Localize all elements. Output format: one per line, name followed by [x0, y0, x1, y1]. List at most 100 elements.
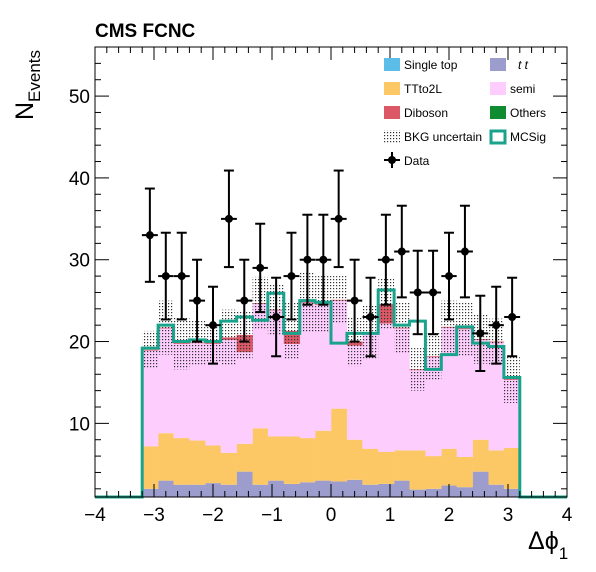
data-point-3 — [193, 296, 202, 305]
x-axis-title: Δϕ1 — [528, 527, 568, 563]
legend-swatch-semi — [490, 82, 506, 95]
bar-ttto2l-bin-21 — [472, 439, 489, 472]
bar-semi-bin-9 — [283, 344, 301, 437]
bar-t-t-bin-7 — [252, 484, 269, 497]
bar-ttto2l-bin-17 — [409, 450, 426, 490]
legend-label-single-top: Single top — [404, 58, 458, 72]
bar-ttto2l-bin-9 — [283, 436, 301, 484]
data-point-12 — [334, 214, 343, 223]
bar-semi-bin-21 — [472, 339, 489, 440]
data-point-15 — [381, 255, 390, 264]
bar-ttto2l-bin-13 — [346, 439, 363, 480]
bar-t-t-bin-3 — [189, 484, 206, 497]
bar-ttto2l-bin-20 — [456, 456, 473, 488]
data-point-7 — [256, 263, 265, 272]
y-tick-label-0: 10 — [69, 414, 90, 435]
legend-swatch-bkg-uncertain — [384, 130, 400, 143]
data-point-4 — [209, 321, 217, 330]
bar-t-t-bin-2 — [173, 484, 190, 497]
bkg-uncertainty-bin-17 — [409, 348, 426, 391]
bar-semi-bin-0 — [142, 350, 159, 447]
mc-signal-step-line — [95, 288, 567, 499]
bar-ttto2l-bin-4 — [205, 445, 221, 484]
data-point-17 — [413, 288, 422, 297]
bar-t-t-bin-10 — [299, 482, 316, 497]
bkg-uncertainty-bin-0 — [142, 330, 159, 369]
bar-semi-bin-13 — [346, 345, 363, 440]
bar-t-t-bin-12 — [331, 481, 348, 497]
bkg-uncertainty-bin-12 — [331, 276, 347, 324]
bar-t-t-bin-5 — [220, 484, 237, 497]
y-tick-label-2: 30 — [69, 251, 90, 272]
bar-t-t-bin-23 — [503, 488, 521, 497]
legend-swatch-t-t — [490, 58, 506, 71]
bkg-uncertainty-bin-9 — [283, 302, 300, 360]
data-point-18 — [429, 288, 438, 297]
data-point-20 — [460, 247, 469, 256]
y-axis-title-sub: Events — [25, 50, 44, 102]
axes: −4 −3 −2 −1 0 1 2 3 4 10 20 30 40 50 — [69, 46, 573, 526]
bar-semi-bin-18 — [425, 357, 442, 457]
bkg-uncertainty-bin-18 — [425, 331, 442, 381]
legend-label-others: Others — [510, 106, 546, 120]
data-point-22 — [492, 321, 501, 330]
bar-semi-bin-6 — [236, 352, 253, 444]
x-tick-label-3: −1 — [261, 505, 283, 526]
x-axis-title-sub: 1 — [559, 544, 568, 563]
bar-ttto2l-bin-8 — [267, 436, 285, 481]
bar-semi-bin-1 — [158, 328, 174, 434]
bar-t-t-bin-16 — [394, 480, 410, 497]
data-point-13 — [350, 296, 359, 305]
bar-ttto2l-bin-7 — [252, 428, 269, 485]
bkg-uncertainty-bin-20 — [456, 301, 473, 356]
legend-label-bkg-uncertain: BKG uncertain — [404, 130, 482, 144]
y-axis-title: NEvents — [11, 50, 44, 120]
bar-t-t-bin-21 — [472, 471, 489, 497]
legend-label-t-t: t t — [518, 58, 529, 72]
bar-t-t-bin-17 — [409, 489, 426, 497]
bar-t-t-bin-6 — [236, 471, 253, 497]
bar-ttto2l-bin-1 — [158, 433, 174, 481]
bar-t-t-bin-14 — [362, 484, 379, 497]
x-tick-label-5: 1 — [385, 505, 396, 526]
bar-semi-bin-10 — [299, 303, 316, 439]
data-point-19 — [445, 272, 453, 281]
data-point-14 — [366, 313, 375, 321]
data-point-11 — [319, 255, 328, 264]
bar-ttto2l-bin-3 — [189, 440, 206, 485]
bar-semi-bin-5 — [220, 339, 237, 453]
bar-semi-bin-14 — [362, 333, 379, 449]
bar-semi-bin-19 — [441, 327, 457, 449]
bar-semi-bin-20 — [456, 329, 473, 457]
x-tick-label-6: 2 — [444, 505, 455, 526]
bar-ttto2l-bin-5 — [220, 452, 237, 485]
bkg-uncertainty-bin-19 — [441, 300, 457, 353]
bar-t-t-bin-13 — [346, 479, 363, 497]
legend-label-semi: semi — [510, 82, 535, 96]
legend-label-data: Data — [404, 154, 430, 168]
bar-t-t-bin-18 — [425, 488, 442, 497]
mc-signal-line — [95, 288, 567, 499]
bar-ttto2l-bin-22 — [488, 450, 505, 485]
data-point-0 — [145, 231, 154, 240]
legend: Single top t t TTto2L semi Diboson Others BKG … — [384, 58, 546, 168]
bar-semi-bin-22 — [488, 342, 505, 451]
bar-semi-bin-16 — [394, 328, 410, 451]
data-point-16 — [397, 247, 406, 256]
bar-t-t-bin-15 — [378, 483, 395, 497]
bar-ttto2l-bin-12 — [331, 408, 348, 482]
legend-label-mcsig: MCSig — [510, 130, 546, 144]
bkg-uncertainty-bin-1 — [158, 300, 174, 355]
bar-semi-bin-11 — [315, 304, 332, 431]
bar-ttto2l-bin-10 — [299, 438, 316, 483]
legend-swatch-mcsig — [489, 129, 507, 145]
legend-swatch-others — [490, 106, 506, 119]
data-point-9 — [287, 272, 296, 281]
y-axis-title-main: N — [11, 102, 39, 120]
legend-label-ttto2l: TTto2L — [404, 82, 442, 96]
bar-ttto2l-bin-0 — [142, 446, 159, 489]
legend-swatch-single-top — [384, 58, 400, 71]
bar-ttto2l-bin-23 — [503, 447, 521, 489]
bar-t-t-bin-11 — [315, 480, 332, 497]
bar-semi-bin-12 — [331, 300, 348, 409]
